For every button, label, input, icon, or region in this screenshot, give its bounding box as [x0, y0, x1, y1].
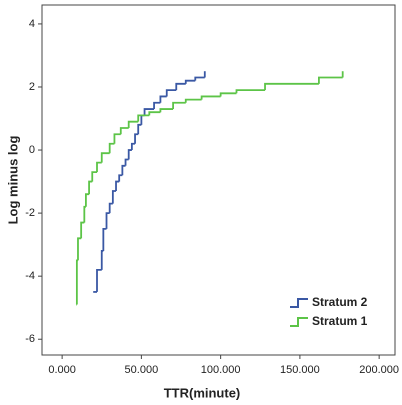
legend-swatch — [290, 298, 308, 308]
step-segment — [105, 212, 110, 229]
y-tick-label: -4 — [25, 270, 35, 282]
step-segment — [153, 101, 161, 110]
legend-text: Stratum 2 — [312, 295, 368, 309]
x-tick-label: 0.000 — [48, 364, 76, 376]
step-segment — [318, 76, 343, 84]
step-segment — [102, 227, 107, 251]
step-segment — [100, 152, 110, 163]
step-segment — [91, 171, 98, 182]
step-segment — [118, 174, 123, 182]
step-segment — [134, 133, 139, 144]
step-segment — [113, 133, 121, 144]
x-tick-label: 100.000 — [201, 364, 241, 376]
step-segment — [100, 250, 104, 270]
step-segment — [115, 180, 120, 192]
step-segment — [172, 101, 186, 110]
step-segment — [88, 180, 93, 195]
step-segment — [108, 142, 115, 154]
step-segment — [137, 123, 142, 135]
step-segment — [184, 98, 202, 103]
step-segment — [143, 108, 155, 116]
step-segment — [127, 120, 139, 128]
y-tick-label: -6 — [25, 333, 35, 345]
step-segment — [96, 161, 102, 173]
step-segment — [184, 79, 196, 84]
step-segment — [219, 92, 237, 97]
step-segment — [148, 111, 161, 116]
step-segment — [111, 190, 117, 204]
step-segment — [235, 89, 266, 94]
step-segment — [96, 268, 102, 292]
y-tick-label: 2 — [29, 81, 35, 93]
step-segment — [85, 193, 90, 207]
step-segment — [165, 89, 177, 97]
y-axis-title: Log minus log — [5, 136, 20, 225]
step-segment — [108, 202, 113, 214]
x-tick-label: 200.000 — [359, 364, 399, 376]
plot-frame — [41, 4, 396, 356]
x-tick-label: 150.000 — [280, 364, 320, 376]
step-segment — [124, 158, 129, 166]
step-segment — [200, 95, 221, 100]
step-segment — [159, 108, 174, 113]
step-segment — [77, 237, 82, 261]
y-tick-label: 4 — [29, 18, 35, 30]
step-segment — [264, 82, 319, 91]
step-segment — [83, 205, 86, 223]
step-segment — [137, 114, 150, 122]
step-segment — [119, 127, 129, 135]
step-segment — [175, 82, 186, 91]
step-segment — [80, 221, 85, 239]
legend-swatch — [290, 317, 308, 327]
step-segment — [130, 142, 136, 151]
y-tick-label: 0 — [29, 144, 35, 156]
x-axis-title: TTR(minute) — [164, 385, 241, 400]
legend-text: Stratum 1 — [312, 314, 368, 328]
step-segment — [121, 164, 126, 176]
step-segment — [194, 76, 205, 81]
step-segment — [159, 95, 167, 103]
x-tick-label: 50.000 — [125, 364, 159, 376]
step-segment — [127, 149, 132, 160]
y-tick-label: -2 — [25, 207, 35, 219]
